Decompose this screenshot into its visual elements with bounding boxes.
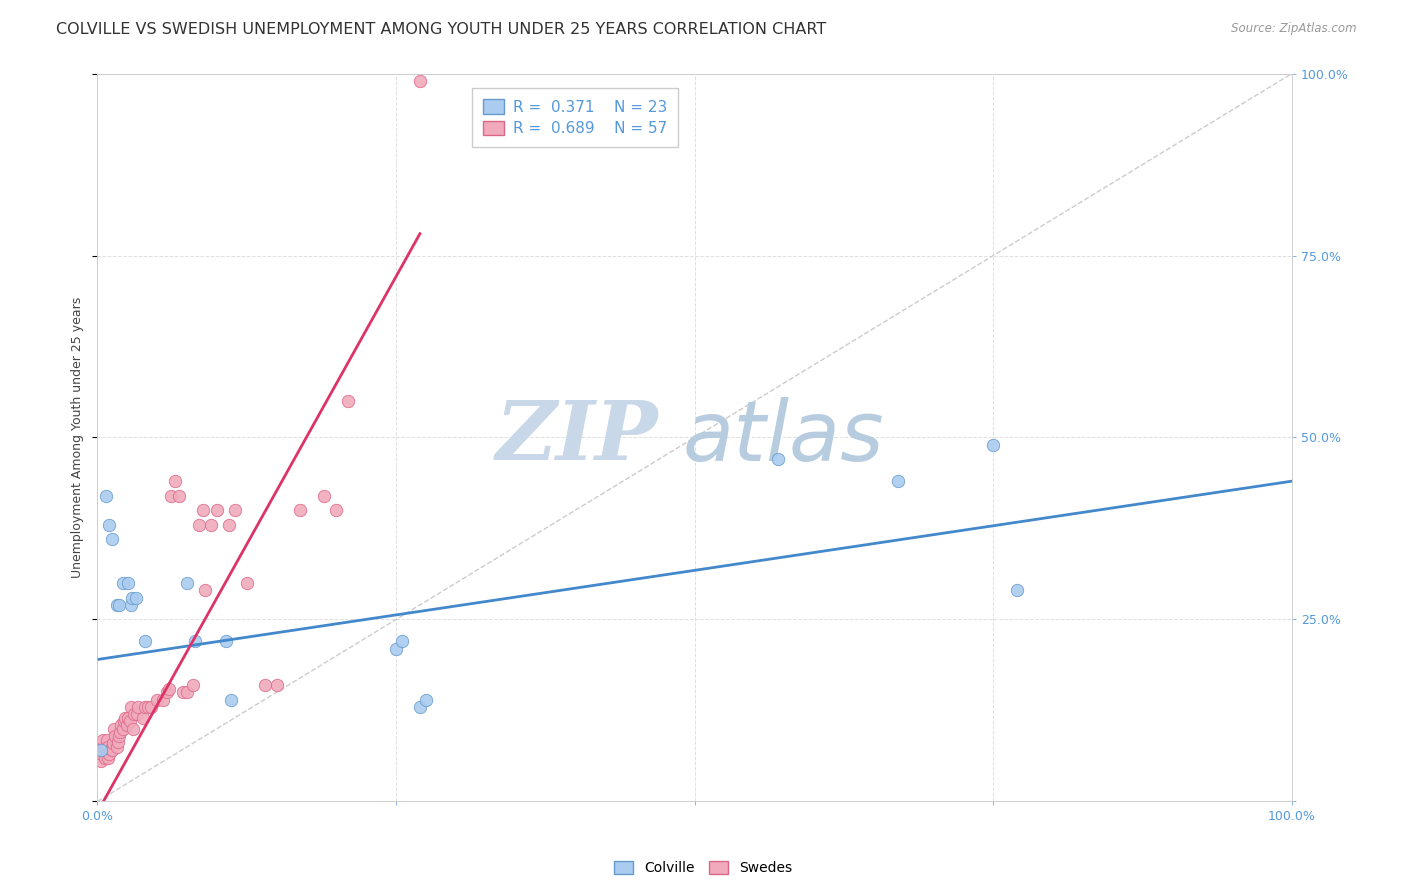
Point xyxy=(768,452,790,467)
Point xyxy=(181,678,204,692)
Point xyxy=(266,678,288,692)
Point xyxy=(1005,583,1028,598)
Point xyxy=(167,489,190,503)
Point xyxy=(122,722,145,736)
Point xyxy=(224,503,246,517)
Point xyxy=(100,743,122,757)
Point xyxy=(101,736,124,750)
Point xyxy=(97,739,120,754)
Point xyxy=(132,711,155,725)
Text: ZIP: ZIP xyxy=(496,398,659,477)
Point xyxy=(108,598,131,612)
Point xyxy=(114,711,136,725)
Point xyxy=(146,692,169,706)
Point xyxy=(205,503,228,517)
Point xyxy=(218,517,240,532)
Point xyxy=(176,576,198,591)
Point xyxy=(184,634,207,648)
Point xyxy=(157,681,180,696)
Point xyxy=(156,685,179,699)
Point xyxy=(200,517,222,532)
Point xyxy=(94,489,117,503)
Point xyxy=(121,591,143,605)
Point xyxy=(188,517,211,532)
Point xyxy=(152,692,174,706)
Point xyxy=(124,591,146,605)
Point xyxy=(98,517,121,532)
Point xyxy=(215,634,238,648)
Point xyxy=(108,725,131,739)
Text: atlas: atlas xyxy=(683,397,884,478)
Point xyxy=(290,503,312,517)
Point xyxy=(887,474,910,488)
Text: COLVILLE VS SWEDISH UNEMPLOYMENT AMONG YOUTH UNDER 25 YEARS CORRELATION CHART: COLVILLE VS SWEDISH UNEMPLOYMENT AMONG Y… xyxy=(56,22,827,37)
Point xyxy=(385,641,408,656)
Point xyxy=(325,503,347,517)
Point xyxy=(93,732,115,747)
Point xyxy=(93,739,115,754)
Point xyxy=(172,685,194,699)
Point xyxy=(176,685,198,699)
Point xyxy=(94,739,117,754)
Point xyxy=(93,751,115,765)
Point xyxy=(97,751,120,765)
Point xyxy=(125,707,148,722)
Point xyxy=(134,634,156,648)
Point xyxy=(141,699,163,714)
Point xyxy=(107,735,129,749)
Point xyxy=(337,394,360,409)
Point xyxy=(108,729,131,743)
Point xyxy=(100,533,122,547)
Point xyxy=(120,699,142,714)
Point xyxy=(314,489,336,503)
Point xyxy=(160,489,183,503)
Point xyxy=(100,742,122,756)
Point xyxy=(105,739,128,754)
Point xyxy=(165,474,187,488)
Point xyxy=(191,503,214,517)
Point xyxy=(134,699,156,714)
Point xyxy=(94,743,117,757)
Point xyxy=(98,747,121,761)
Point xyxy=(105,598,128,612)
Point xyxy=(91,747,114,761)
Point xyxy=(194,583,217,598)
Point xyxy=(96,732,118,747)
Point xyxy=(111,576,134,591)
Point xyxy=(117,711,139,725)
Point xyxy=(120,598,142,612)
Point xyxy=(219,692,242,706)
Point xyxy=(415,692,437,706)
Point xyxy=(117,576,139,591)
Point xyxy=(409,699,432,714)
Point xyxy=(90,755,112,769)
Point xyxy=(391,634,413,648)
Point xyxy=(253,678,276,692)
Point xyxy=(117,718,139,732)
Point xyxy=(981,438,1004,452)
Point xyxy=(90,743,112,757)
Point xyxy=(104,729,127,743)
Point xyxy=(124,707,146,722)
Point xyxy=(110,718,132,732)
Point xyxy=(118,714,141,729)
Legend: R =  0.371    N = 23, R =  0.689    N = 57: R = 0.371 N = 23, R = 0.689 N = 57 xyxy=(472,88,678,147)
Legend: Colville, Swedes: Colville, Swedes xyxy=(609,855,797,880)
Point xyxy=(103,722,125,736)
Point xyxy=(136,699,159,714)
Point xyxy=(409,74,432,88)
Point xyxy=(111,722,134,736)
Point xyxy=(112,714,135,729)
Text: Source: ZipAtlas.com: Source: ZipAtlas.com xyxy=(1232,22,1357,36)
Y-axis label: Unemployment Among Youth under 25 years: Unemployment Among Youth under 25 years xyxy=(72,297,84,578)
Point xyxy=(235,576,257,591)
Point xyxy=(127,699,149,714)
